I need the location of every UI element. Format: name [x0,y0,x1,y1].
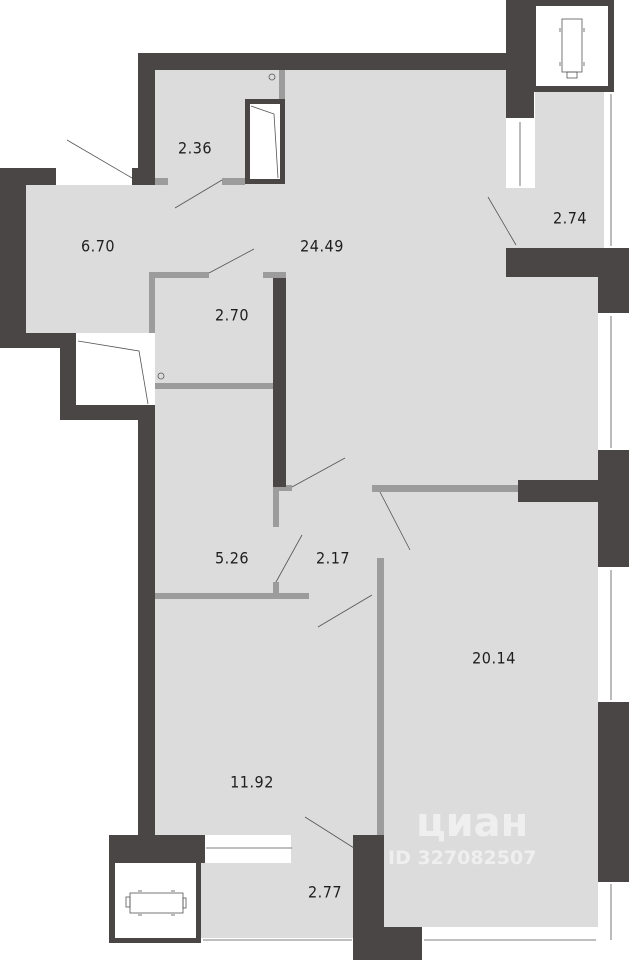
toilet-door-swing [208,248,255,274]
room-area-wardrobe: 5.26 [214,548,250,568]
floor-area [26,185,155,333]
exterior-wall [0,168,26,348]
interior-wall [155,593,309,599]
exterior-wall [598,702,629,882]
exterior-wall [518,480,598,502]
interior-wall [222,178,245,185]
exterior-wall [534,0,536,92]
floor-area [291,835,353,863]
room-area-balcony-top: 2.74 [552,208,588,228]
balcony-door-swing [487,196,517,246]
exterior-wall [245,99,250,184]
interior-wall [149,272,209,278]
floor-areas [26,70,604,938]
exterior-wall [109,835,205,863]
interior-wall [377,558,384,835]
exterior-wall [245,99,285,104]
room-area-toilet: 2.70 [214,305,250,325]
bathtub [250,104,280,179]
window [205,835,291,863]
room-area-bedroom-small: 11.92 [230,772,274,792]
floor-area [506,188,535,248]
exterior-wall [132,168,138,185]
entry-door-swing [66,139,133,179]
exterior-wall [608,0,614,92]
room-area-bathroom: 2.36 [177,138,213,158]
room-area-kitchen-living: 24.49 [300,236,344,256]
floor-area [384,492,506,927]
fixtures [66,18,612,941]
exterior-wall [273,278,286,487]
interior-wall [372,485,518,492]
exterior-wall [245,179,285,184]
exterior-wall [534,86,614,92]
interior-wall [279,70,285,100]
exterior-wall [196,835,201,943]
interior-walls [149,70,518,835]
interior-wall [273,582,279,593]
floor-area [506,277,598,927]
exterior-wall [384,927,422,960]
closet [76,339,149,405]
bathroom-door-swing [174,179,223,209]
exterior-wall [138,405,155,835]
floor-area [201,863,353,938]
interior-wall [263,272,286,278]
bathtub-icon [250,105,279,179]
wardrobe-door-swing [291,457,346,488]
bedroom-door-swing [379,491,411,551]
watermark-id: ID 327082507 [388,847,537,869]
exterior-wall [60,405,155,420]
interior-wall [149,272,155,333]
closet-door-icon [77,340,149,405]
exterior-wall [109,835,115,943]
table-icon [559,18,585,79]
exterior-wall [598,450,629,567]
table-icon [125,890,187,916]
drain-icon [157,372,165,380]
exterior-wall [280,99,285,184]
watermark-brand: циан [416,800,529,846]
interior-wall [155,383,273,389]
room-area-bedroom-large: 20.14 [472,648,516,668]
exterior-wall [138,53,506,70]
exterior-wall [506,248,629,277]
exterior-wall [138,53,155,185]
interior-wall [155,178,168,185]
room-area-corridor: 2.17 [315,548,351,568]
exterior-wall [598,277,629,313]
exterior-wall [109,938,201,943]
drain-icon [268,73,276,81]
corridor-door-swing [275,534,303,583]
exterior-wall [534,0,614,6]
exterior-wall [60,333,76,420]
interior-wall [273,487,279,527]
loggia-door-swing [304,816,355,849]
exterior-wall [506,0,534,118]
small-bedroom-door-swing [317,594,373,628]
exterior-wall [0,333,76,348]
exterior-wall [353,835,384,960]
room-area-hallway: 6.70 [80,236,116,256]
room-area-loggia-bottom: 2.77 [307,882,343,902]
interior-wall [279,485,292,491]
floor-area [535,92,604,248]
